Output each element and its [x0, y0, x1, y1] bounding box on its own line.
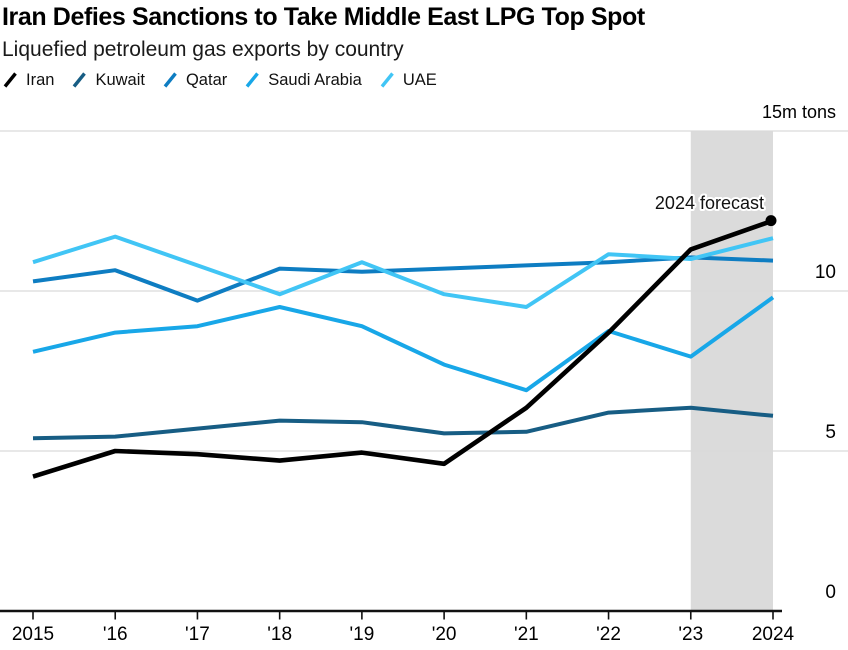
legend: Iran Kuwait Qatar Saudi Arabia UAE [3, 67, 437, 93]
x-tick-label: '17 [185, 624, 210, 645]
forecast-endpoint-dot [765, 215, 777, 227]
qatar-line-swatch-icon [163, 72, 177, 88]
legend-label: Kuwait [95, 70, 145, 89]
iran-line-swatch-icon [3, 72, 17, 88]
series-line-saudi-arabia [32, 295, 775, 393]
forecast-annotation: 2024 forecast [655, 193, 764, 213]
y-tick-label: 5 [825, 422, 836, 443]
series-line-kuwait [32, 405, 774, 441]
series-line-uae [32, 234, 774, 309]
legend-label: Iran [26, 70, 55, 89]
uae-line-swatch-icon [380, 72, 394, 88]
series-line-iran [32, 218, 774, 479]
series-line-qatar [32, 255, 774, 303]
x-tick-label: '16 [103, 624, 128, 645]
y-tick-label: 0 [825, 582, 836, 603]
x-tick-label: 2015 [12, 624, 54, 645]
legend-label: UAE [402, 70, 437, 89]
x-tick-label: '21 [514, 624, 539, 645]
legend-item-uae: UAE [380, 71, 437, 90]
legend-item-qatar: Qatar [163, 71, 227, 90]
legend-item-iran: Iran [3, 71, 54, 90]
legend-item-saudi-arabia: Saudi Arabia [245, 71, 362, 90]
x-tick-label: '19 [350, 624, 375, 645]
x-tick-label: 2024 [752, 624, 795, 645]
forecast-band [690, 131, 773, 611]
chart-subtitle: Liquefied petroleum gas exports by count… [2, 38, 404, 61]
x-tick-label: '18 [267, 624, 292, 645]
saudi-arabia-line-swatch-icon [245, 72, 260, 88]
y-tick-label: 15m tons [762, 102, 836, 122]
x-tick-label: '20 [432, 624, 457, 645]
x-tick-label: '23 [678, 624, 703, 645]
legend-label: Qatar [185, 70, 228, 89]
y-tick-label: 10 [815, 262, 836, 283]
x-tick-label: '22 [596, 624, 621, 645]
legend-item-kuwait: Kuwait [72, 71, 145, 90]
legend-label: Saudi Arabia [268, 70, 362, 89]
chart-title: Iran Defies Sanctions to Take Middle Eas… [2, 3, 645, 31]
kuwait-line-swatch-icon [73, 72, 87, 88]
